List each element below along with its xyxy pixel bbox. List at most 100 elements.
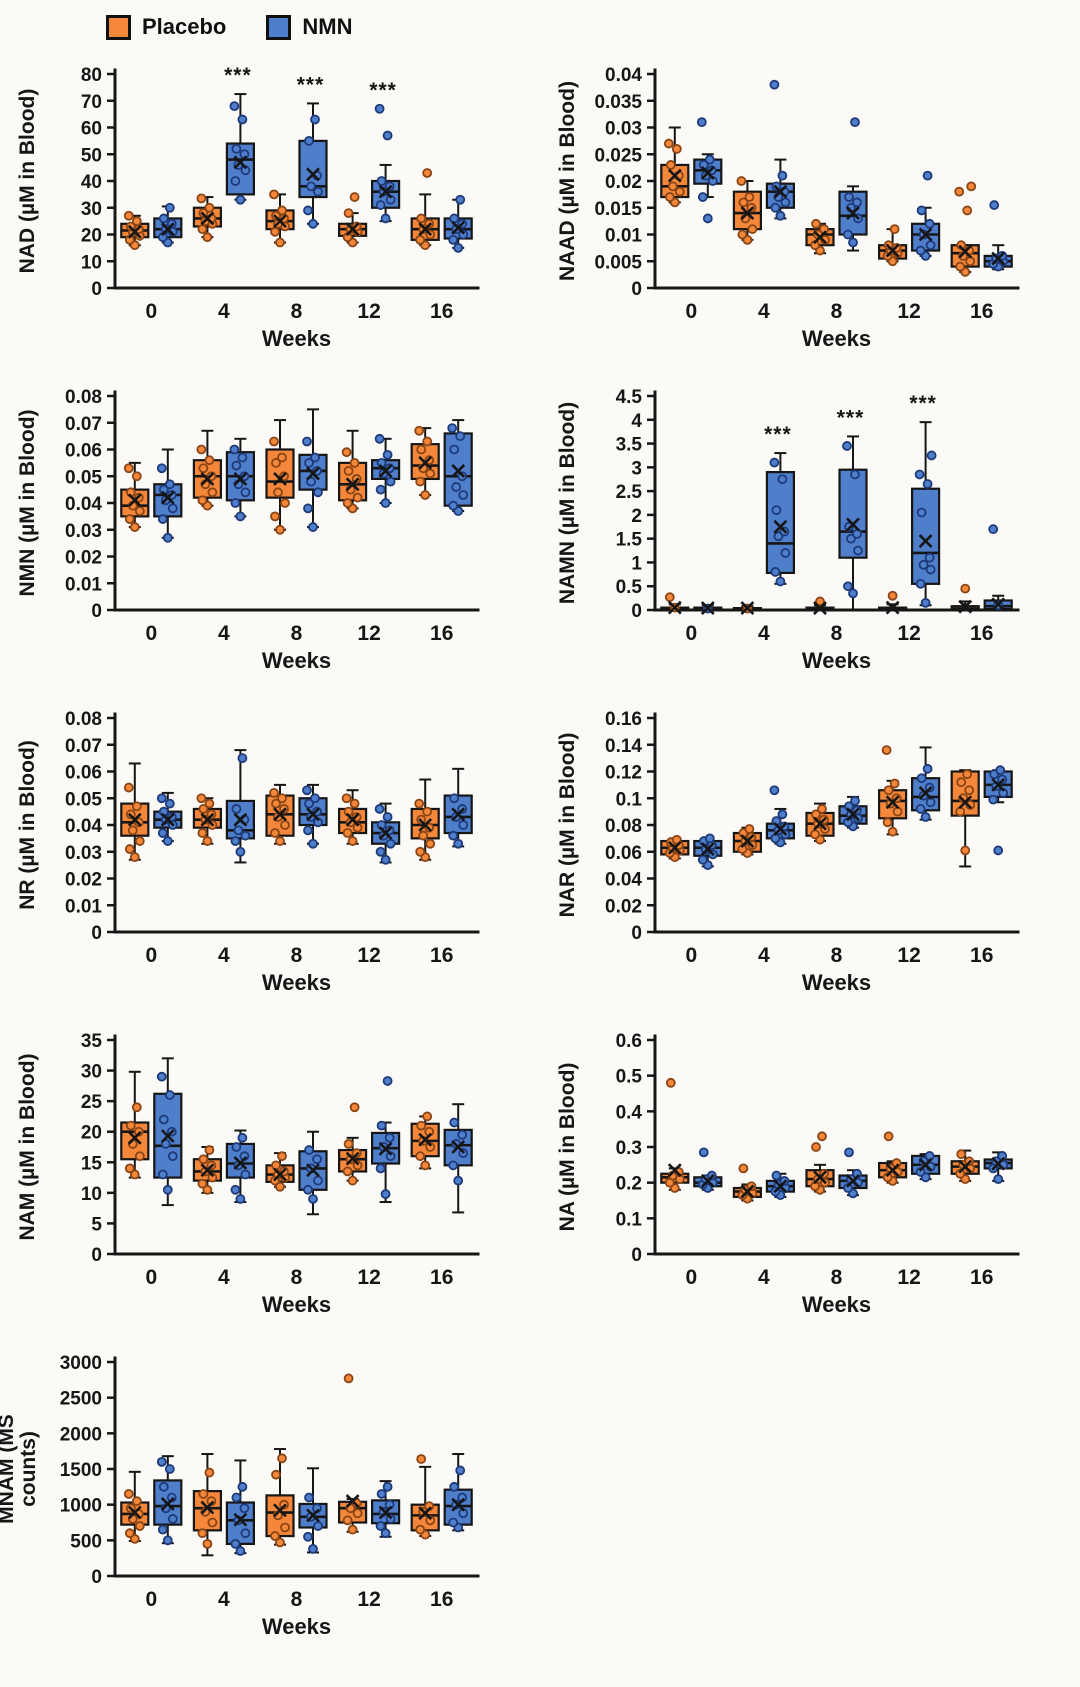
mean-marker (233, 155, 248, 170)
x-tick-label: 0 (145, 1588, 157, 1611)
mean-marker (200, 1163, 215, 1178)
chart-cell-naad: 0 0.005 0.01 0.015 0.02 0.025 0.03 0.035 0.04 NAA… (540, 44, 1080, 354)
mean-marker (345, 222, 360, 237)
box-nmn-week-12 (911, 421, 941, 608)
x-tick-label: 12 (897, 622, 920, 645)
box-placebo-week-0 (660, 834, 690, 863)
box-placebo-week-16 (950, 769, 980, 868)
mean-marker (200, 211, 215, 226)
mean-marker (773, 822, 788, 836)
y-tick-label: 0.2 (616, 1174, 642, 1195)
axes (653, 68, 1020, 290)
y-axis-ticks: 0 0.01 0.02 0.03 0.04 0.05 0.06 0.07 0.08 (65, 387, 115, 622)
group-week-4: 4 (732, 79, 795, 323)
x-tick-label: 12 (357, 622, 380, 645)
group-week-4: 4 *** (192, 64, 255, 323)
group-week-12: 12 (338, 789, 401, 967)
y-tick-label: 0.04 (65, 494, 102, 515)
y-tick-label: 35 (81, 1031, 103, 1052)
legend: Placebo NMN (0, 8, 1080, 42)
group-week-8: 8 (265, 408, 328, 645)
group-week-4: 4 (192, 1453, 255, 1611)
y-tick-label: 0 (631, 923, 642, 944)
y-tick-label: 0 (91, 923, 102, 944)
box-nmn-week-16 (443, 194, 473, 253)
x-tick-label: 8 (291, 944, 303, 967)
x-tick-label: 8 (831, 622, 843, 645)
group-week-16: 16 (950, 524, 1013, 645)
mean-marker (127, 493, 142, 508)
x-axis-label: Weeks (262, 648, 331, 673)
y-tick-label: 60 (81, 119, 102, 140)
x-axis-label: Weeks (262, 326, 331, 351)
data-points (415, 168, 436, 251)
box-nmn-week-0 (153, 202, 183, 248)
axes (113, 68, 480, 290)
x-tick-label: 8 (291, 1266, 303, 1289)
group-week-8: 8 (805, 1131, 868, 1289)
data-points (230, 1132, 251, 1204)
box-placebo-week-8 (805, 596, 835, 616)
mean-marker (306, 466, 320, 481)
group-week-4: 4 (732, 785, 795, 967)
y-tick-label: 3.5 (616, 435, 643, 456)
box-placebo-week-12 (338, 192, 368, 248)
y-tick-label: 0.07 (65, 736, 102, 757)
mean-marker (306, 167, 320, 182)
y-tick-label: 0 (91, 1245, 102, 1266)
y-axis-label: NAM (µM in Blood) (16, 1053, 39, 1240)
mean-marker (418, 455, 433, 470)
group-week-16: 16 (410, 419, 473, 645)
x-tick-label: 0 (685, 944, 697, 967)
x-axis-label: Weeks (262, 970, 331, 995)
data-points (882, 1131, 903, 1186)
box-placebo-week-4 (732, 176, 762, 245)
mean-marker (345, 1151, 360, 1166)
box-nmn-week-12 (911, 170, 941, 261)
mean-marker (378, 463, 393, 478)
x-tick-label: 4 (218, 622, 230, 645)
x-tick-label: 16 (430, 1588, 453, 1611)
mean-marker (667, 840, 682, 855)
box-nmn-week-8 (298, 408, 328, 532)
y-tick-label: 2000 (60, 1424, 102, 1445)
mean-marker (885, 1163, 900, 1178)
y-axis-label: MNAM (MScounts) (0, 1414, 40, 1524)
box-nmn-week-0 (153, 1057, 183, 1207)
mean-marker (233, 472, 248, 486)
axes (113, 712, 480, 934)
box-nmn-week-0 (693, 833, 723, 871)
y-tick-label: 0.6 (616, 1031, 642, 1052)
chart-nr: 0 0.01 0.02 0.03 0.04 0.05 0.06 0.07 0.08 NR (µM … (16, 709, 480, 995)
x-tick-label: 0 (685, 1266, 697, 1289)
y-tick-label: 3000 (60, 1353, 102, 1374)
mean-marker (667, 1163, 682, 1178)
x-tick-label: 16 (430, 944, 453, 967)
y-tick-label: 0.005 (594, 252, 642, 273)
box-placebo-week-8 (265, 419, 295, 535)
box-placebo-week-16 (950, 1149, 980, 1185)
y-tick-label: 10 (81, 252, 102, 273)
x-tick-label: 0 (145, 944, 157, 967)
x-tick-label: 12 (357, 1266, 380, 1289)
y-tick-label: 0.1 (616, 1209, 643, 1230)
y-tick-label: 0 (91, 1567, 102, 1588)
box-nmn-week-12 (371, 433, 401, 508)
box-nmn-week-4 (765, 785, 795, 848)
data-points (303, 114, 323, 229)
mean-marker (885, 243, 900, 258)
mean-marker (273, 1503, 287, 1518)
box-placebo-week-4 (192, 429, 222, 511)
mean-marker (958, 599, 973, 614)
group-week-0: 0 (120, 1455, 183, 1611)
x-tick-label: 0 (145, 300, 157, 323)
y-tick-label: 2 (631, 506, 642, 527)
group-week-0: 0 (660, 833, 723, 967)
mean-marker (700, 601, 715, 616)
y-tick-label: 0.02 (605, 172, 642, 193)
box-nmn-week-16 (443, 1103, 473, 1214)
y-axis-label: NA (µM in Blood) (556, 1063, 579, 1232)
group-week-12: 12 (338, 1373, 401, 1611)
data-points (769, 785, 791, 848)
